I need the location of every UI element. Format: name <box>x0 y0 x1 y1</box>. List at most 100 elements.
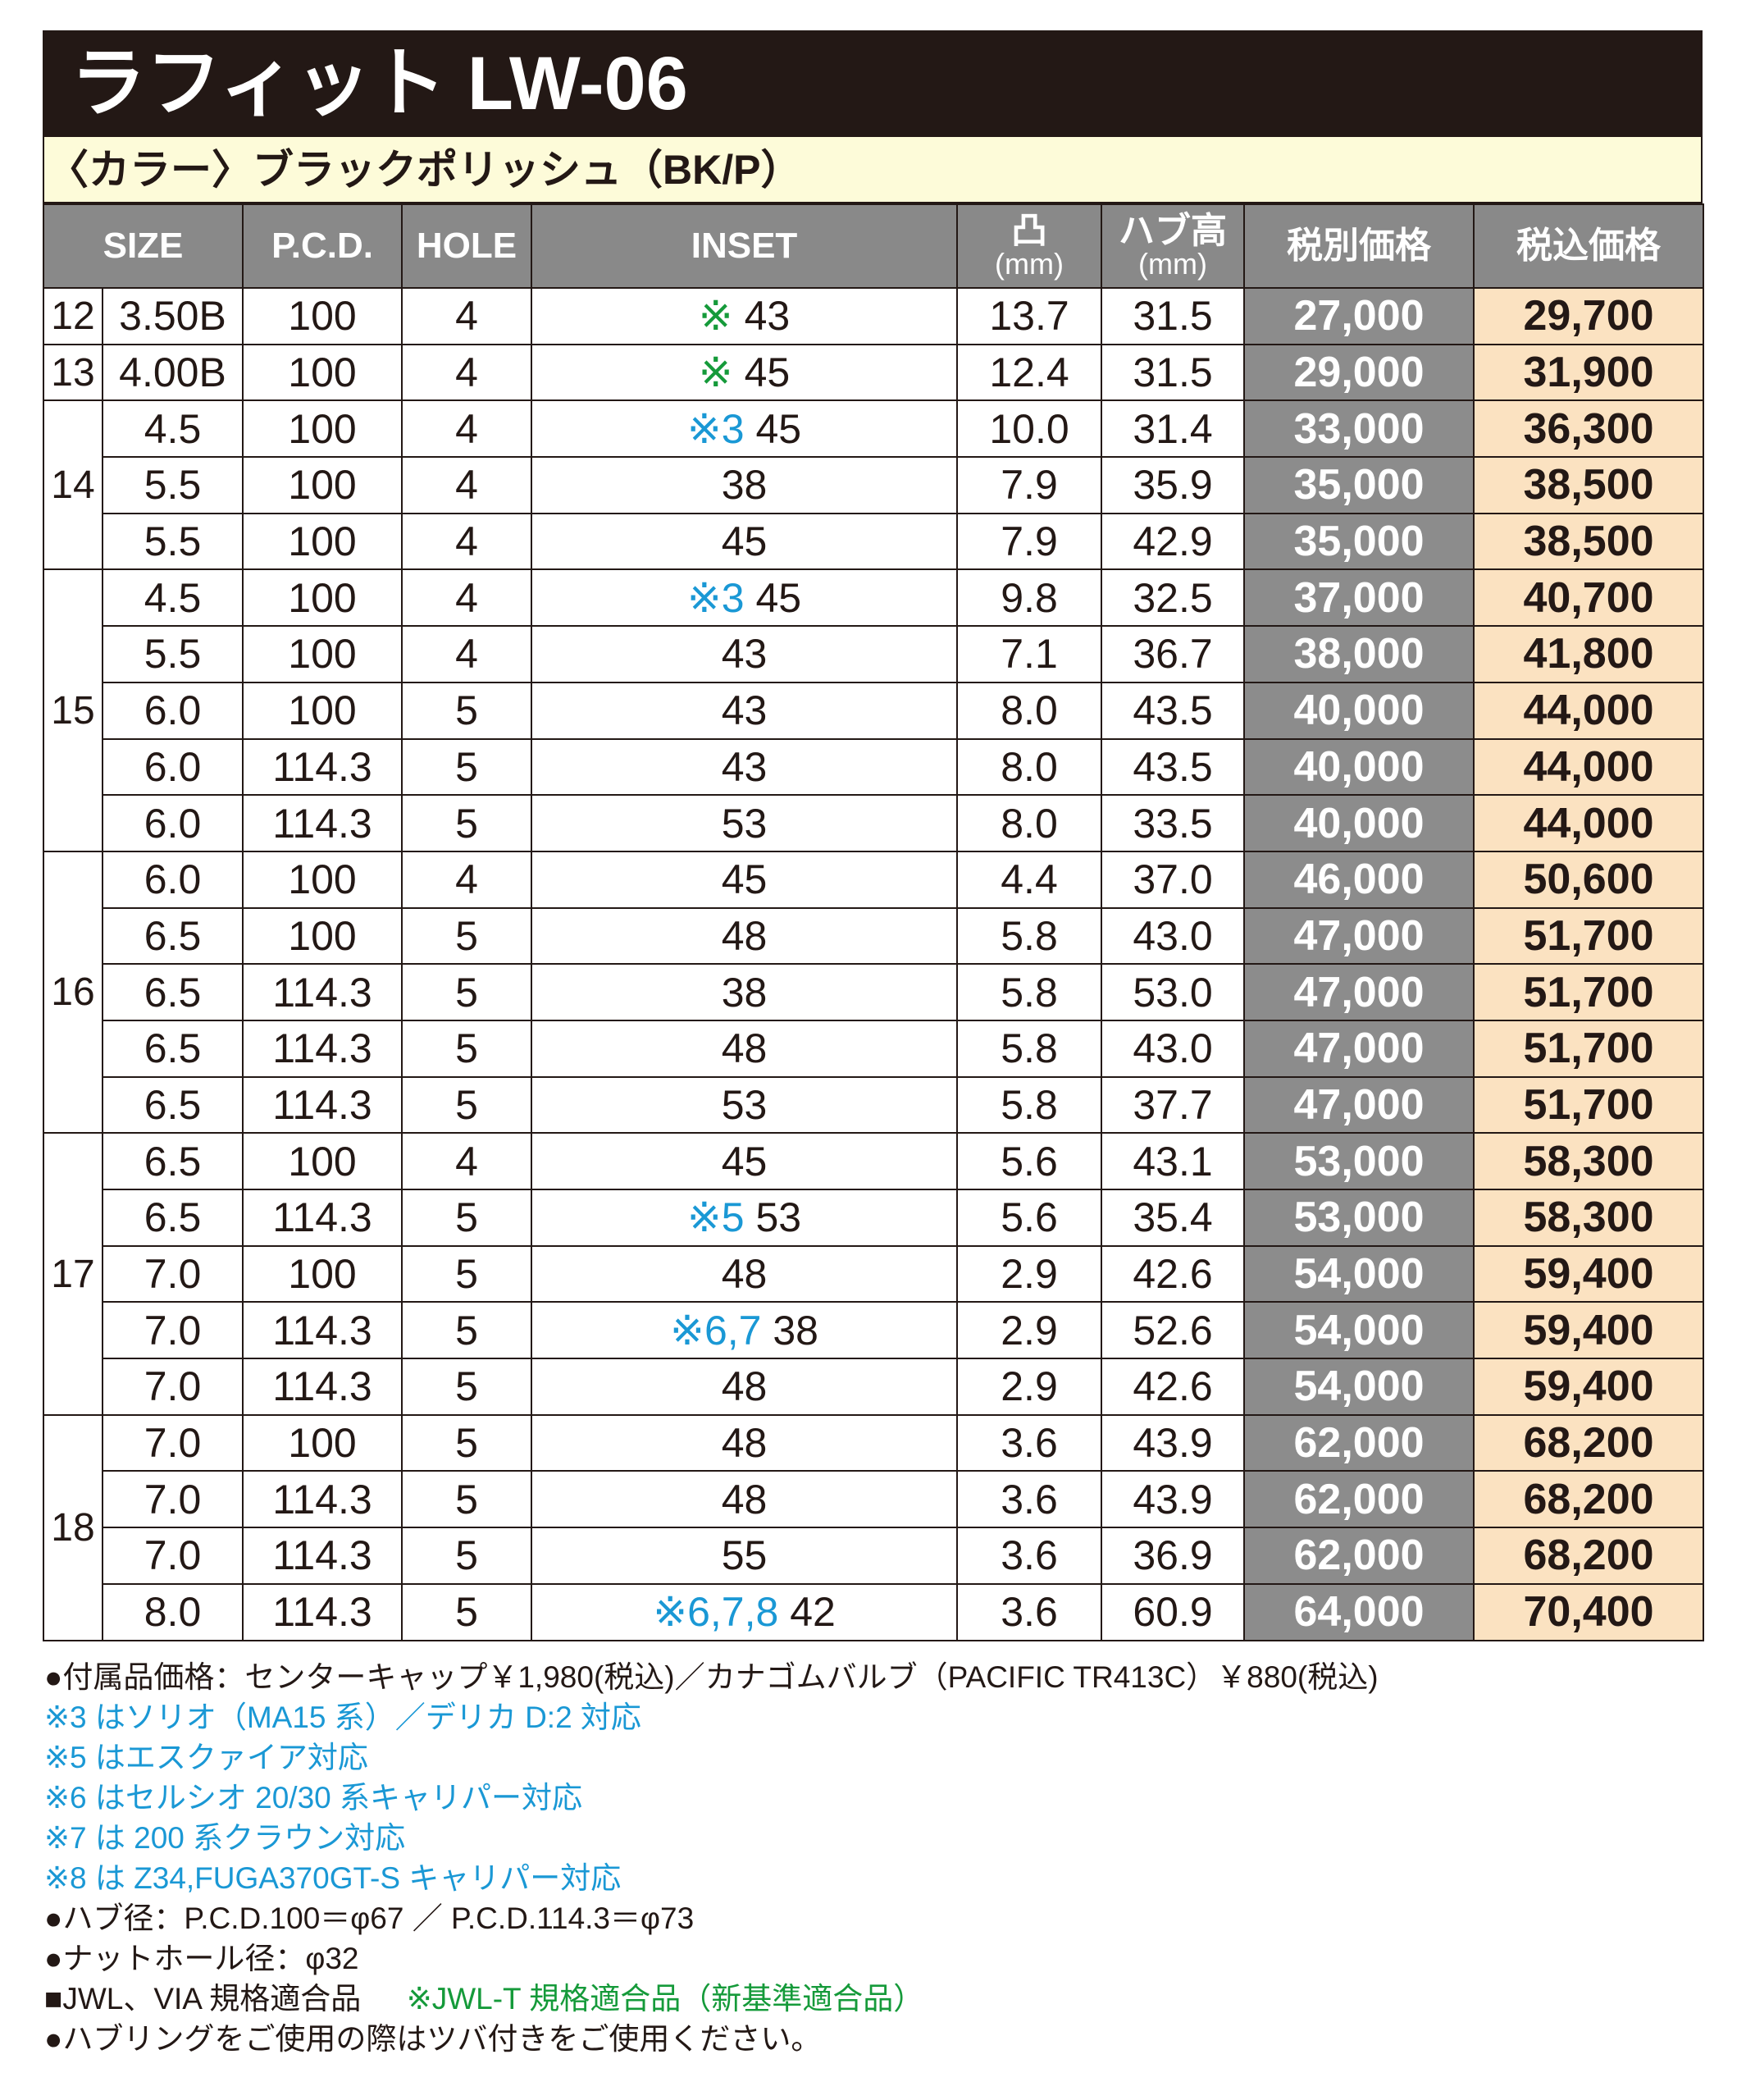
table-row: 16 6.0 100 4 45 4.4 37.0 46,000 50,600 <box>43 850 1705 1134</box>
hub-height: 43.5 <box>1101 737 1246 797</box>
offset: 5.6 <box>956 1189 1103 1247</box>
table-row: 7.0 114.3 5 55 3.6 36.9 62,000 68,200 <box>43 1527 1705 1585</box>
table-row: 5.5 100 4 38 7.9 35.9 35,000 38,500 <box>43 456 1705 514</box>
price-ex-tax: 54,000 <box>1243 1301 1475 1360</box>
price-in-tax: 58,300 <box>1473 1189 1705 1247</box>
hole-count: 5 <box>401 1019 533 1078</box>
rim-width: 6.5 <box>101 1189 244 1247</box>
inset-value: 48 <box>721 1420 768 1467</box>
header-hub-height: ハブ高 (mm) <box>1101 203 1246 289</box>
rim-width: 6.0 <box>101 794 244 852</box>
inset-note-mark: ※5 <box>686 1194 745 1241</box>
price-ex-tax: 62,000 <box>1243 1413 1475 1472</box>
price-ex-tax: 46,000 <box>1243 850 1475 909</box>
offset: 5.8 <box>956 1019 1103 1078</box>
inset-value: 53 <box>721 1081 768 1128</box>
price-ex-tax: 47,000 <box>1243 1075 1475 1134</box>
pcd: 114.3 <box>242 1075 403 1134</box>
inset: ※3 45 <box>531 568 959 628</box>
inset: 48 <box>531 1413 959 1472</box>
price-in-tax: 68,200 <box>1473 1470 1705 1529</box>
hub-height: 43.9 <box>1101 1470 1246 1529</box>
offset: 2.9 <box>956 1301 1103 1360</box>
pcd: 100 <box>242 1244 403 1303</box>
offset: 5.6 <box>956 1132 1103 1190</box>
price-in-tax: 29,700 <box>1473 287 1705 345</box>
hub-height: 33.5 <box>1101 794 1246 852</box>
rim-width: 6.0 <box>101 681 244 740</box>
rim-size: 13 <box>43 343 103 402</box>
inset: 48 <box>531 1358 959 1416</box>
price-in-tax: 38,500 <box>1473 456 1705 514</box>
note-standard: ■JWL、VIA 規格適合品 <box>44 1982 362 2016</box>
hub-height: 43.9 <box>1101 1413 1246 1472</box>
table-row: 6.0 114.3 5 43 8.0 43.5 40,000 44,000 <box>43 737 1705 797</box>
price-in-tax: 38,500 <box>1473 512 1705 571</box>
inset-value: 42 <box>790 1589 836 1636</box>
note-standard-t: ※JWL-T 規格適合品（新基準適合品） <box>406 1982 924 2016</box>
hub-height: 42.6 <box>1101 1358 1246 1416</box>
pcd: 114.3 <box>242 1189 403 1247</box>
rim-width: 8.0 <box>101 1582 244 1641</box>
inset: ※6,7 38 <box>531 1301 959 1360</box>
hub-height: 36.9 <box>1101 1527 1246 1585</box>
note-hub-diameter: ●ハブ径：P.C.D.100＝φ67 ／ P.C.D.114.3＝φ73 <box>44 1901 695 1935</box>
inset: 48 <box>531 1470 959 1529</box>
rim-width: 7.0 <box>101 1358 244 1416</box>
inset-value: 45 <box>755 405 802 452</box>
price-in-tax: 68,200 <box>1473 1527 1705 1585</box>
rim-size: 12 <box>43 287 103 345</box>
price-ex-tax: 35,000 <box>1243 456 1475 514</box>
table-row: 13 4.00B 100 4 ※ 45 12.4 31.5 29,000 31,900 <box>43 343 1705 402</box>
pcd: 100 <box>242 568 403 628</box>
hole-count: 5 <box>401 1189 533 1247</box>
rim-size: 14 <box>43 399 103 571</box>
price-in-tax: 68,200 <box>1473 1413 1705 1472</box>
price-in-tax: 59,400 <box>1473 1358 1705 1416</box>
hole-count: 4 <box>401 456 533 514</box>
note-6: ※6 はセルシオ 20/30 系キャリパー対応 <box>44 1781 583 1815</box>
hub-height: 32.5 <box>1101 568 1246 628</box>
table-row: 6.5 114.3 5 53 5.8 37.7 47,000 51,700 <box>43 1075 1705 1134</box>
hole-count: 5 <box>401 1582 533 1641</box>
inset: 43 <box>531 625 959 683</box>
pcd: 100 <box>242 287 403 345</box>
price-in-tax: 40,700 <box>1473 568 1705 628</box>
rim-width: 6.5 <box>101 1132 244 1190</box>
inset-value: 48 <box>721 1025 768 1072</box>
header-price-ex-tax: 税別価格 <box>1243 203 1475 289</box>
note-8: ※8 は Z34,FUGA370GT-S キャリパー対応 <box>44 1861 622 1895</box>
pcd: 114.3 <box>242 1527 403 1585</box>
hole-count: 5 <box>401 906 533 966</box>
note-3: ※3 はソリオ（MA15 系）／デリカ D:2 対応 <box>44 1701 641 1734</box>
price-ex-tax: 33,000 <box>1243 399 1475 459</box>
price-in-tax: 70,400 <box>1473 1582 1705 1641</box>
note-7: ※7 は 200 系クラウン対応 <box>44 1821 406 1855</box>
offset: 3.6 <box>956 1527 1103 1585</box>
hole-count: 5 <box>401 681 533 740</box>
hole-count: 5 <box>401 1413 533 1472</box>
inset: 45 <box>531 512 959 571</box>
price-in-tax: 44,000 <box>1473 794 1705 852</box>
rim-width: 7.0 <box>101 1301 244 1360</box>
hole-count: 5 <box>401 1358 533 1416</box>
table-row: 6.0 100 5 43 8.0 43.5 40,000 44,000 <box>43 681 1705 740</box>
hub-height: 31.4 <box>1101 399 1246 459</box>
rim-size: 16 <box>43 850 103 1134</box>
price-ex-tax: 47,000 <box>1243 1019 1475 1078</box>
inset-value: 48 <box>721 1363 768 1410</box>
hub-height: 53.0 <box>1101 963 1246 1021</box>
table-row: 18 7.0 100 5 48 3.6 43.9 62,000 68,200 <box>43 1413 1705 1641</box>
spec-table: SIZE P.C.D. HOLE INSET 凸 (mm) ハブ高 (mm) 税別価… <box>42 203 1705 1641</box>
offset: 8.0 <box>956 794 1103 852</box>
pcd: 100 <box>242 1132 403 1190</box>
inset: 43 <box>531 737 959 797</box>
price-ex-tax: 35,000 <box>1243 512 1475 571</box>
table-row: 7.0 114.3 5 ※6,7 38 2.9 52.6 54,000 59,400 <box>43 1301 1705 1360</box>
hub-height: 37.0 <box>1101 850 1246 909</box>
inset-value: 38 <box>721 462 768 509</box>
rim-width: 4.5 <box>101 399 244 459</box>
rim-width: 6.5 <box>101 906 244 966</box>
price-in-tax: 51,700 <box>1473 906 1705 966</box>
rim-width: 3.50B <box>101 287 244 345</box>
